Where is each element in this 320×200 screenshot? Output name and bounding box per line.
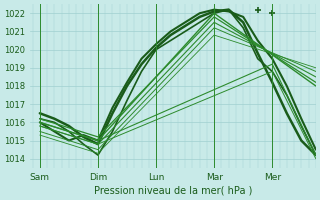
X-axis label: Pression niveau de la mer( hPa ): Pression niveau de la mer( hPa ) (94, 186, 252, 196)
